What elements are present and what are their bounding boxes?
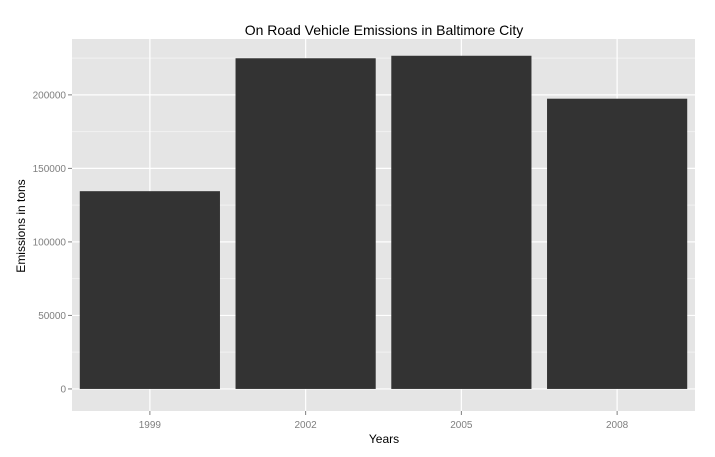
y-axis-ticks: 0 50000 100000 150000 200000 — [33, 90, 72, 395]
x-tick-label: 1999 — [139, 420, 162, 431]
y-tick-label: 100000 — [33, 237, 67, 248]
x-tick-label: 2008 — [606, 420, 629, 431]
x-axis-ticks: 1999 2002 2005 2008 — [139, 411, 629, 431]
y-tick-label: 50000 — [38, 311, 66, 322]
bar-1999 — [79, 191, 220, 389]
x-axis-title: Years — [369, 432, 399, 446]
chart-title: On Road Vehicle Emissions in Baltimore C… — [245, 22, 524, 38]
x-tick-label: 2002 — [295, 420, 318, 431]
y-tick-label: 0 — [60, 384, 66, 395]
bar-2008 — [547, 98, 688, 389]
bar-2005 — [391, 55, 532, 389]
y-axis-title: Emissions in tons — [14, 179, 28, 272]
y-tick-label: 150000 — [33, 164, 67, 175]
x-tick-label: 2005 — [450, 420, 473, 431]
bar-2002 — [235, 58, 376, 389]
bars — [79, 55, 688, 389]
y-tick-label: 200000 — [33, 90, 67, 101]
